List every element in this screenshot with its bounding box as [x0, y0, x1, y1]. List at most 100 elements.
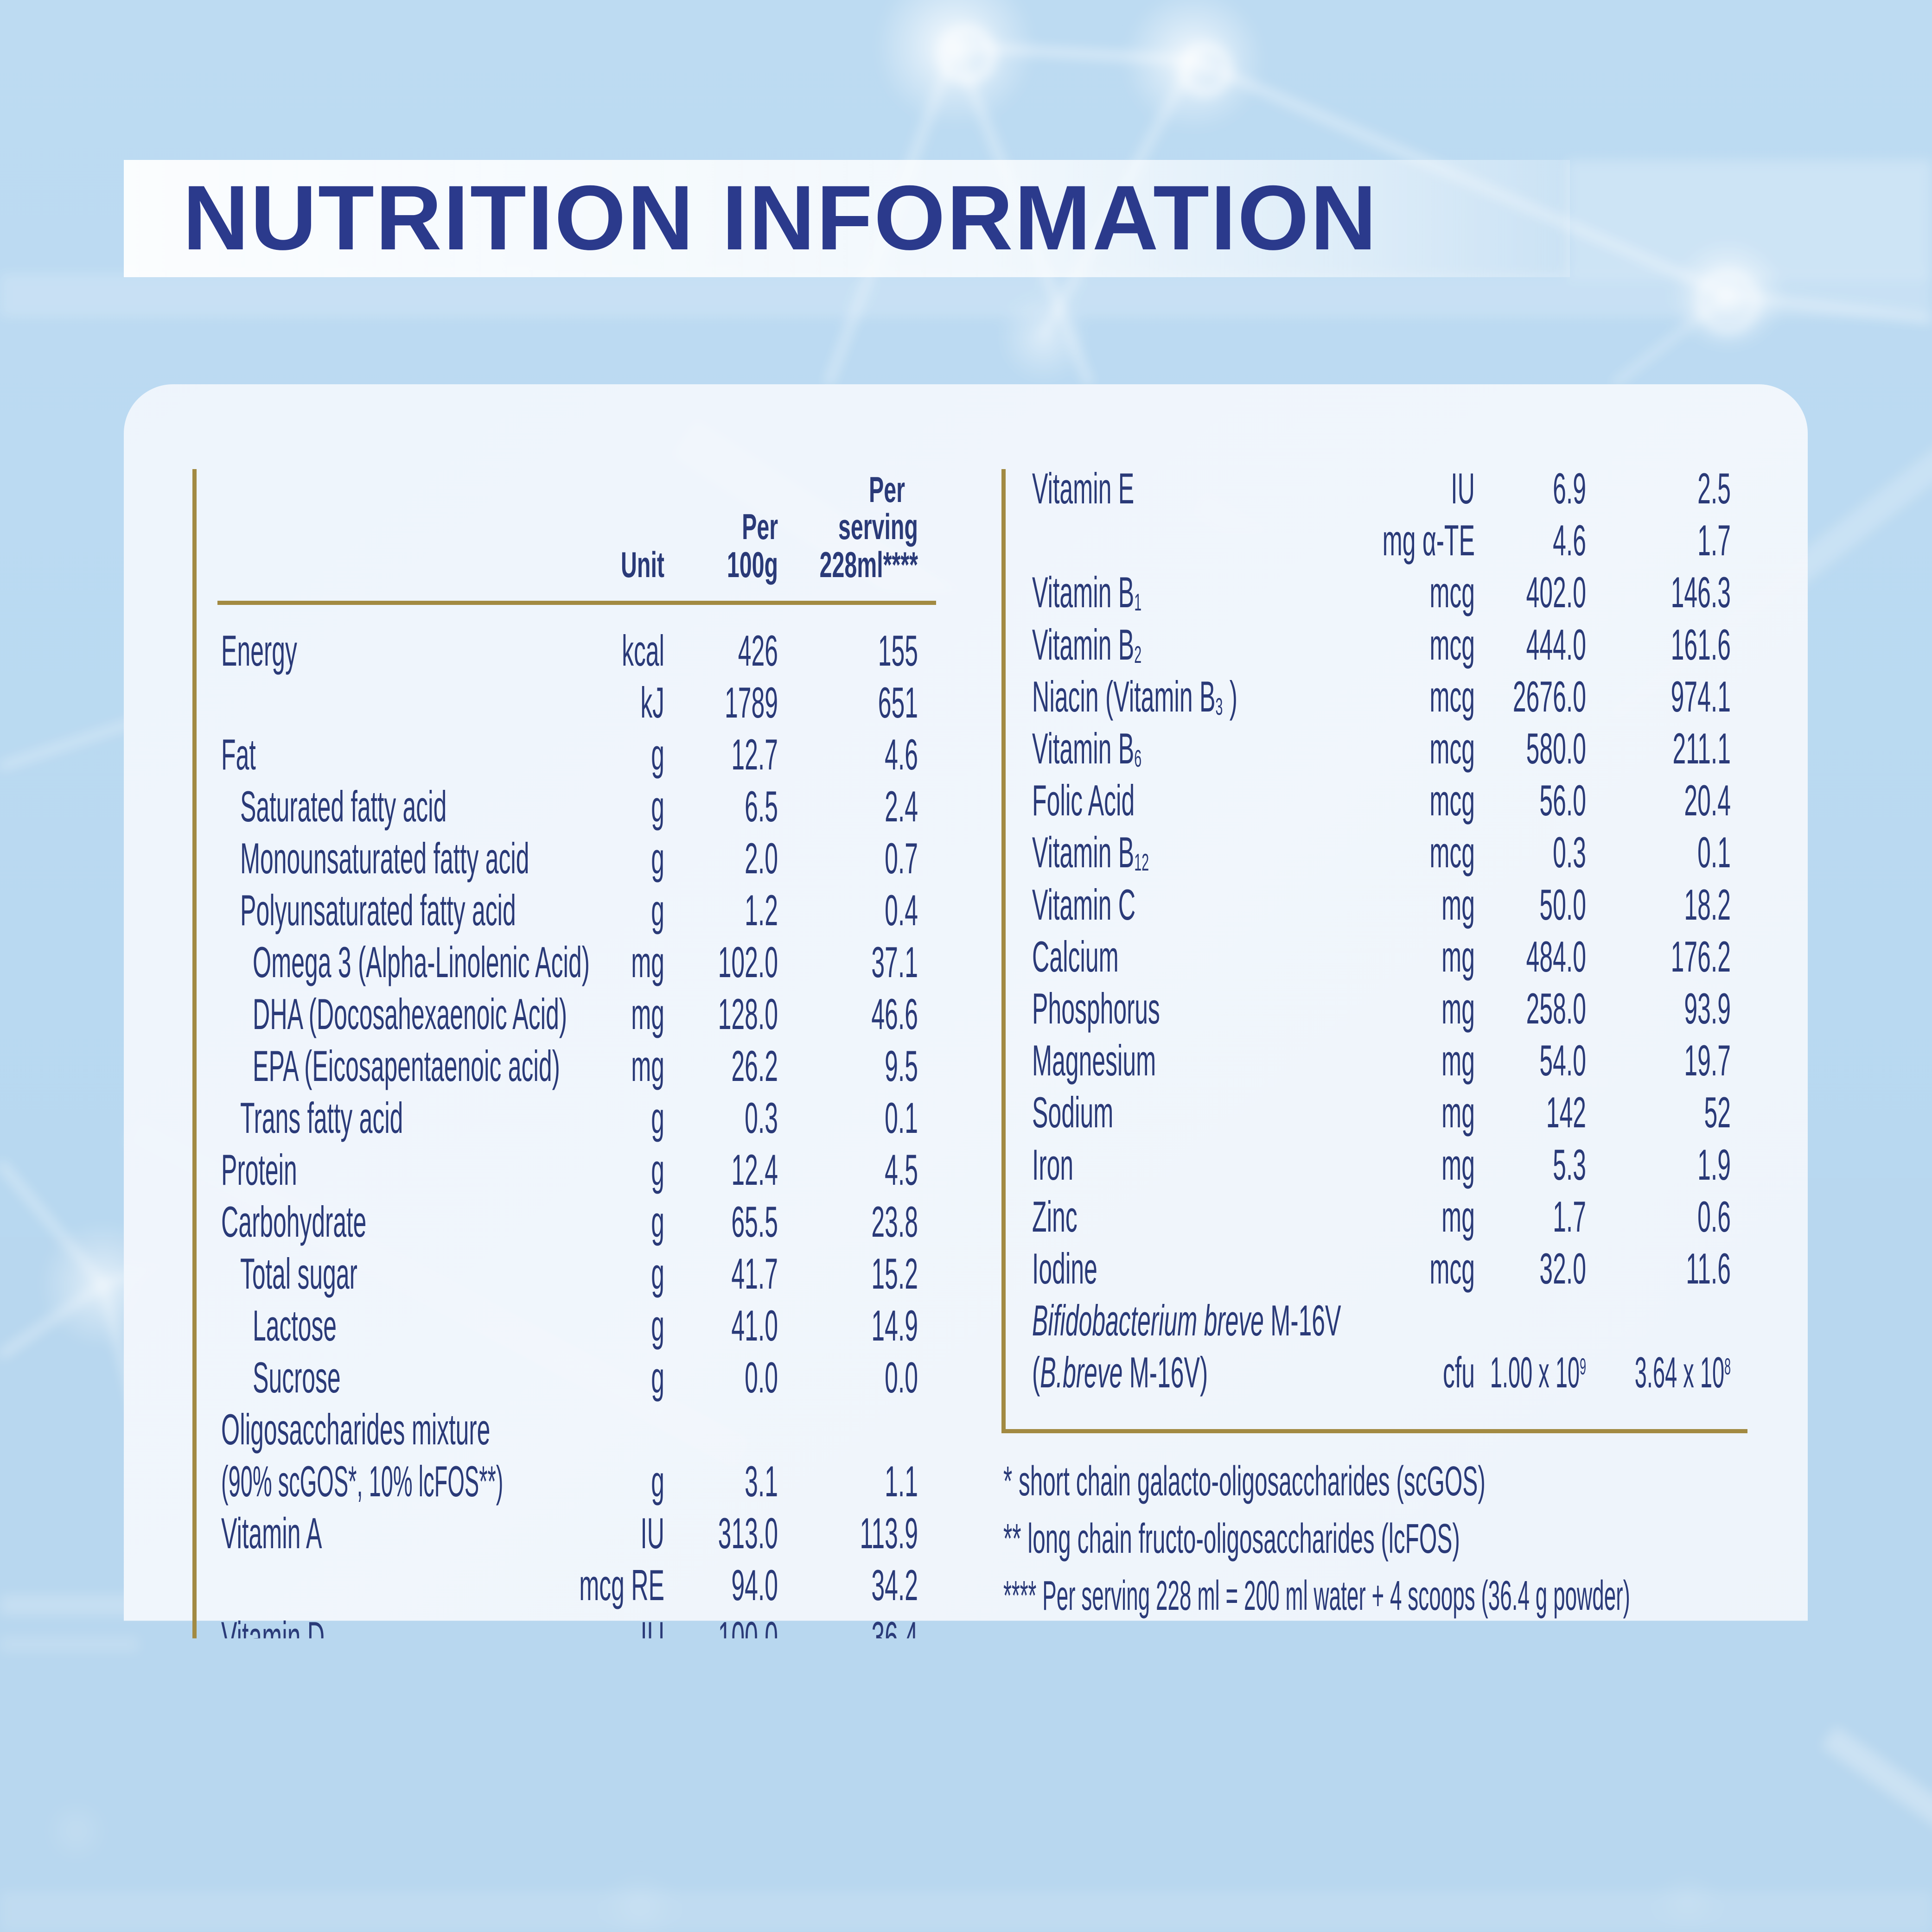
svg-text:Omega 3 (Alpha-Linolenic Acid): Omega 3 (Alpha-Linolenic Acid) [253, 938, 590, 987]
svg-text:Vitamin C: Vitamin C [1032, 881, 1135, 929]
svg-text:580.0: 580.0 [1526, 724, 1586, 773]
svg-text:0.6: 0.6 [1697, 1193, 1731, 1241]
svg-text:g: g [651, 782, 664, 831]
svg-text:211.1: 211.1 [1672, 724, 1731, 773]
svg-text:402.0: 402.0 [1526, 568, 1586, 617]
svg-text:Iron: Iron [1032, 1141, 1073, 1189]
svg-text:mg: mg [1441, 1088, 1475, 1137]
svg-text:65.5: 65.5 [731, 1198, 778, 1246]
svg-text:313.0: 313.0 [718, 1509, 778, 1558]
svg-text:Saturated fatty acid: Saturated fatty acid [240, 782, 446, 831]
svg-text:**** Per serving 228 ml = 200: **** Per serving 228 ml = 200 ml water +… [1003, 1572, 1630, 1619]
svg-text:2.5: 2.5 [1697, 464, 1731, 513]
svg-text:15.2: 15.2 [871, 1250, 918, 1298]
svg-text:mg: mg [1441, 1141, 1475, 1189]
svg-text:(90% scGOS*, 10% lcFOS**): (90% scGOS*, 10% lcFOS**) [221, 1457, 503, 1506]
svg-text:cfu: cfu [1443, 1348, 1475, 1397]
svg-text:Sucrose: Sucrose [253, 1354, 341, 1402]
svg-text:6.5: 6.5 [745, 782, 778, 831]
svg-text:100.0: 100.0 [718, 1613, 778, 1662]
svg-text:484.0: 484.0 [1526, 933, 1586, 981]
svg-text:Fat: Fat [221, 731, 256, 779]
svg-text:94.0: 94.0 [731, 1561, 778, 1610]
svg-text:Unit: Unit [621, 544, 664, 585]
svg-text:mg: mg [631, 938, 664, 987]
svg-text:18.2: 18.2 [1684, 881, 1731, 929]
svg-text:651: 651 [878, 679, 918, 727]
svg-text:mcg: mcg [1429, 1245, 1475, 1293]
svg-text:161.6: 161.6 [1671, 621, 1731, 669]
svg-text:Oligosaccharides mixture: Oligosaccharides mixture [221, 1405, 490, 1454]
svg-text:1.7: 1.7 [1553, 1193, 1586, 1241]
svg-text:228ml****: 228ml**** [820, 544, 918, 585]
svg-text:Calcium: Calcium [1032, 933, 1119, 981]
svg-text:g: g [651, 1094, 664, 1143]
svg-text:20.4: 20.4 [1684, 776, 1731, 825]
svg-text:36.4: 36.4 [871, 1613, 918, 1662]
svg-text:g: g [651, 1250, 664, 1298]
svg-text:g: g [651, 1457, 664, 1506]
svg-text:128.0: 128.0 [718, 990, 778, 1039]
svg-text:32.0: 32.0 [1539, 1245, 1586, 1293]
svg-text:1.00 x 109: 1.00 x 109 [1490, 1348, 1586, 1397]
svg-text:23.8: 23.8 [871, 1198, 918, 1246]
svg-text:mg: mg [1441, 985, 1475, 1033]
svg-text:mcg: mcg [1429, 724, 1475, 773]
svg-text:3.1: 3.1 [745, 1457, 778, 1506]
svg-text:2.0: 2.0 [745, 834, 778, 883]
svg-text:113.9: 113.9 [860, 1509, 918, 1558]
svg-text:1.1: 1.1 [885, 1457, 918, 1506]
svg-text:kcal: kcal [622, 627, 664, 675]
svg-text:kJ: kJ [640, 679, 664, 727]
svg-text:mg: mg [1441, 1193, 1475, 1241]
svg-text:52: 52 [1704, 1088, 1731, 1137]
svg-text:g: g [651, 1354, 664, 1402]
svg-text:102.0: 102.0 [718, 938, 778, 987]
svg-text:34.2: 34.2 [871, 1561, 918, 1610]
svg-text:54.0: 54.0 [1539, 1036, 1586, 1085]
svg-text:g: g [651, 1302, 664, 1350]
svg-text:Protein: Protein [221, 1146, 297, 1195]
svg-text:11.6: 11.6 [1686, 1245, 1731, 1293]
svg-text:g: g [651, 834, 664, 883]
svg-text:Vitamin A: Vitamin A [221, 1509, 322, 1558]
svg-text:2.4: 2.4 [885, 782, 918, 831]
svg-text:EPA (Eicosapentaenoic acid): EPA (Eicosapentaenoic acid) [253, 1042, 560, 1091]
svg-text:50.0: 50.0 [1539, 881, 1586, 929]
svg-text:mg α-TE: mg α-TE [1383, 516, 1475, 565]
svg-text:Folic Acid: Folic Acid [1032, 776, 1135, 825]
svg-text:93.9: 93.9 [1684, 985, 1731, 1033]
svg-text:0.3: 0.3 [1553, 828, 1586, 877]
svg-text:Monounsaturated fatty acid: Monounsaturated fatty acid [240, 834, 529, 883]
svg-text:mcg: mcg [1429, 673, 1475, 721]
svg-text:0.4: 0.4 [885, 886, 918, 935]
svg-text:Bifidobacterium breve M-16V: Bifidobacterium breve M-16V [1032, 1296, 1341, 1345]
svg-text:5.3: 5.3 [1553, 1141, 1586, 1189]
svg-text:100g: 100g [727, 544, 778, 585]
svg-text:1789: 1789 [725, 679, 778, 727]
svg-text:Total sugar: Total sugar [240, 1250, 357, 1298]
svg-text:Trans fatty acid: Trans fatty acid [240, 1094, 403, 1143]
svg-text:Iodine: Iodine [1032, 1245, 1097, 1293]
svg-text:41.7: 41.7 [731, 1250, 778, 1298]
svg-text:46.6: 46.6 [871, 990, 918, 1039]
svg-text:Per: Per [869, 469, 905, 510]
svg-text:4.6: 4.6 [885, 731, 918, 779]
svg-text:mg: mg [1441, 933, 1475, 981]
svg-text:mcg: mcg [1429, 621, 1475, 669]
svg-text:IU: IU [1451, 464, 1475, 513]
svg-text:4.6: 4.6 [1553, 516, 1586, 565]
svg-text:mcg: mcg [619, 1665, 664, 1714]
svg-text:0.9: 0.9 [885, 1665, 918, 1714]
svg-text:4.5: 4.5 [885, 1146, 918, 1195]
svg-text:14.9: 14.9 [871, 1302, 918, 1350]
svg-text:Phosphorus: Phosphorus [1032, 985, 1160, 1033]
svg-text:1.7: 1.7 [1697, 516, 1731, 565]
svg-text:Vitamin B6: Vitamin B6 [1032, 724, 1141, 773]
svg-text:0.0: 0.0 [745, 1354, 778, 1402]
svg-text:1.2: 1.2 [745, 886, 778, 935]
svg-text:974.1: 974.1 [1671, 673, 1731, 721]
svg-text:mg: mg [631, 1042, 664, 1091]
svg-text:37.1: 37.1 [871, 938, 918, 987]
svg-text:mcg: mcg [1429, 776, 1475, 825]
